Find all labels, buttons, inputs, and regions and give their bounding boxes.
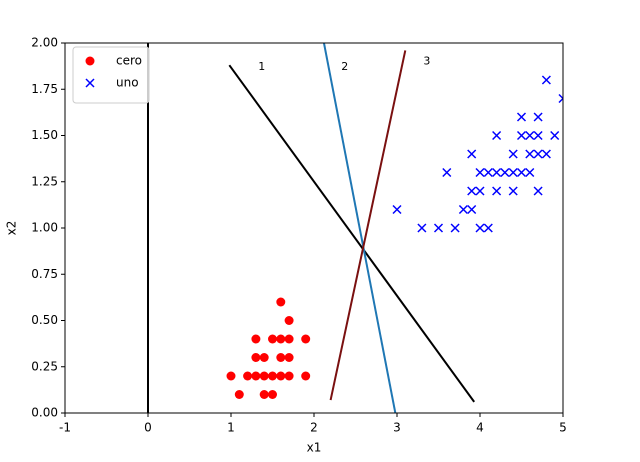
marker-dot: [284, 334, 294, 344]
marker-dot: [226, 371, 236, 381]
x-tick-label: 4: [476, 421, 484, 435]
marker-dot: [284, 353, 294, 362]
marker-dot: [234, 390, 244, 399]
y-tick-label: 0.50: [31, 313, 58, 327]
marker-x: [533, 112, 543, 122]
marker-x: [417, 223, 427, 233]
marker-x: [516, 167, 527, 178]
x-axis-label: x1: [307, 441, 322, 455]
marker-x: [475, 223, 485, 233]
marker-x: [475, 167, 485, 178]
marker-dot: [276, 297, 286, 307]
plot-area: [147, 43, 563, 413]
marker-x: [483, 223, 493, 233]
legend-label: cero: [116, 54, 142, 68]
marker-x: [475, 186, 485, 196]
x-tick-label: -1: [59, 421, 71, 435]
marker-x: [533, 130, 543, 141]
legend-label: uno: [116, 76, 139, 90]
marker-x: [492, 186, 502, 196]
marker-x: [541, 75, 551, 85]
marker-x: [483, 167, 493, 178]
x-tick-label: 2: [310, 421, 318, 435]
marker-x: [533, 149, 543, 159]
line: [322, 43, 397, 413]
x-tick-label: 1: [227, 421, 235, 435]
marker-x: [433, 223, 444, 233]
marker-x: [458, 204, 468, 215]
marker-x: [558, 93, 563, 104]
axes-frame: [64, 42, 564, 414]
marker-dot: [85, 56, 95, 66]
marker-dot: [268, 334, 277, 344]
x-tick-label: 5: [559, 421, 567, 435]
marker-dot: [259, 353, 269, 362]
marker-x: [467, 149, 477, 159]
marker-x: [525, 149, 535, 159]
marker-dot: [301, 371, 311, 381]
marker-dot: [268, 390, 277, 399]
x-tick-label: 0: [144, 421, 152, 435]
marker-x: [500, 167, 510, 178]
marker-x: [516, 112, 527, 122]
line: [329, 50, 407, 401]
marker-dot: [276, 353, 286, 362]
y-tick-label: 1.25: [31, 174, 58, 188]
marker-x: [516, 130, 527, 141]
annotation: 1: [258, 60, 265, 73]
marker-dot: [301, 334, 311, 344]
marker-dot: [243, 371, 253, 381]
marker-x: [492, 167, 502, 178]
y-tick-label: 1.50: [31, 128, 58, 142]
marker-x: [525, 130, 535, 141]
marker-x: [450, 223, 460, 233]
marker-dot: [276, 334, 286, 344]
marker-x: [467, 204, 477, 215]
marker-dot: [276, 371, 286, 381]
y-tick-label: 0.25: [31, 359, 58, 373]
y-tick-label: 2.00: [31, 36, 58, 50]
marker-x: [541, 149, 551, 159]
marker-dot: [259, 371, 269, 381]
marker-x: [85, 78, 95, 88]
marker-x: [508, 149, 518, 159]
y-tick-label: 1.00: [31, 221, 58, 235]
annotation: 3: [423, 55, 430, 68]
marker-x: [508, 186, 518, 196]
marker-dot: [251, 371, 261, 381]
marker-x: [533, 186, 543, 196]
y-tick-label: 0.75: [31, 267, 58, 281]
y-tick-label: 0.00: [31, 406, 58, 420]
marker-x: [442, 167, 452, 178]
marker-x: [525, 167, 535, 178]
marker-x: [392, 204, 402, 215]
marker-x: [508, 167, 518, 178]
marker-dot: [259, 390, 269, 399]
marker-x: [550, 130, 560, 141]
marker-dot: [251, 334, 261, 344]
annotation: 2: [341, 60, 348, 73]
line: [228, 64, 475, 403]
marker-dot: [284, 316, 294, 325]
y-axis-label: x2: [5, 221, 19, 236]
marker-x: [467, 186, 477, 196]
marker-dot: [268, 371, 277, 381]
marker-x: [492, 130, 502, 141]
y-tick-label: 1.75: [31, 82, 58, 96]
x-tick-label: 3: [393, 421, 401, 435]
marker-dot: [284, 371, 294, 381]
marker-dot: [251, 353, 261, 362]
